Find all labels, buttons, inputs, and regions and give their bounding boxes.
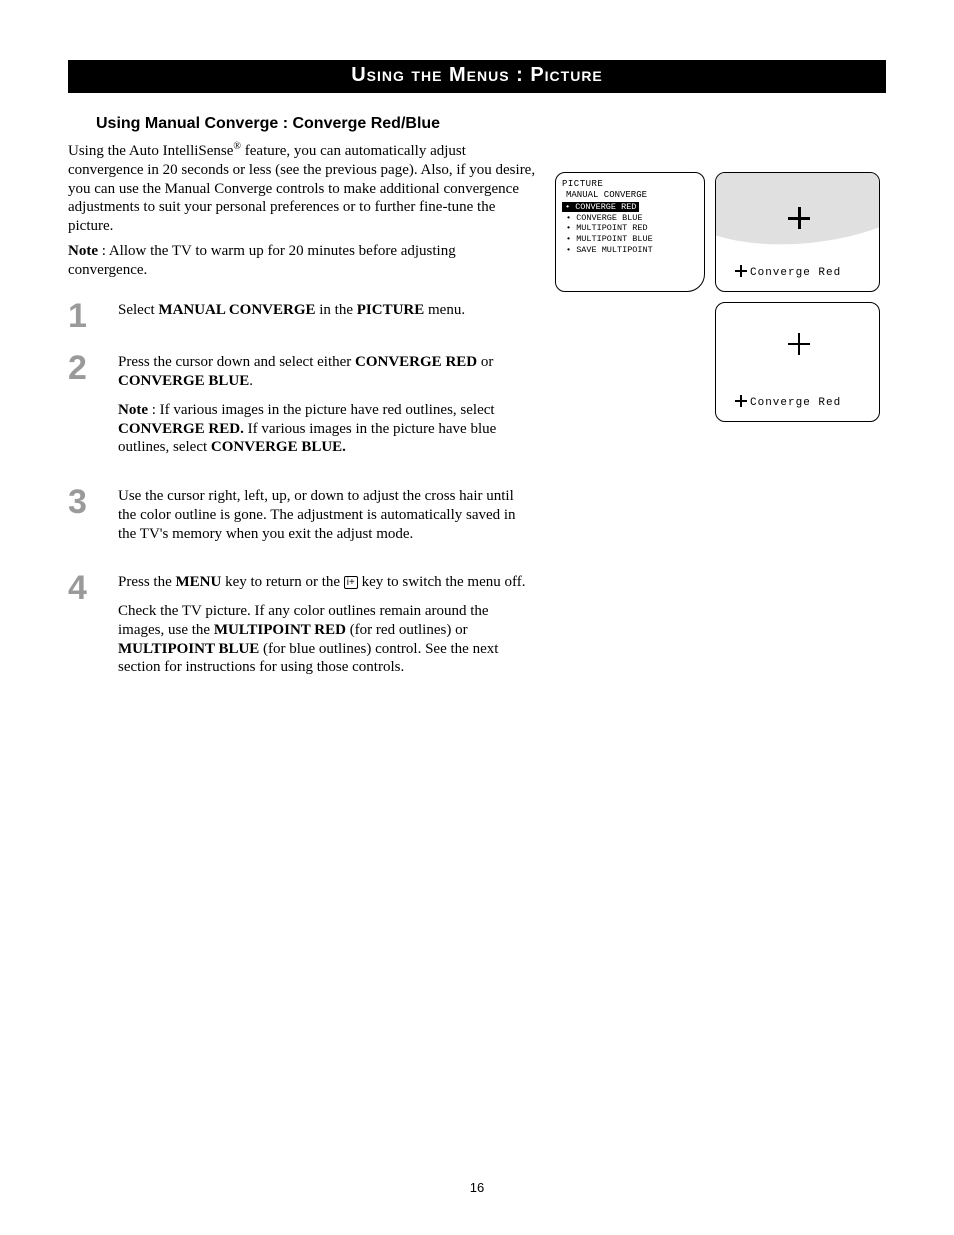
osd-menu-item: • CONVERGE BLUE	[562, 213, 698, 224]
osd-menu-subtitle: MANUAL CONVERGE	[562, 190, 698, 201]
info-key-icon: i+	[344, 576, 358, 589]
step-text: Press the MENU key to return or the i+ k…	[118, 571, 528, 687]
step-text: Select MANUAL CONVERGE in the PICTURE me…	[118, 299, 465, 330]
crosshair-icon	[788, 207, 810, 229]
page-number: 16	[0, 1180, 954, 1195]
step-number: 1	[68, 299, 102, 333]
screen-label: Converge Red	[736, 266, 841, 279]
osd-menu-box: PICTURE MANUAL CONVERGE • CONVERGE RED •…	[555, 172, 705, 292]
steps-list: 1 Select MANUAL CONVERGE in the PICTURE …	[68, 299, 548, 687]
osd-screen-upper: Converge Red	[715, 172, 880, 292]
page-title-bar: Using the Menus : Picture	[68, 60, 886, 93]
mini-crosshair-icon	[736, 266, 746, 276]
osd-menu-title: PICTURE	[562, 179, 698, 190]
step-number: 2	[68, 351, 102, 385]
screen-label: Converge Red	[736, 396, 841, 409]
osd-menu-item: • SAVE MULTIPOINT	[562, 245, 698, 256]
crosshair-icon	[788, 333, 810, 355]
section-heading: Using Manual Converge : Converge Red/Blu…	[96, 115, 886, 133]
step-3: 3 Use the cursor right, left, up, or dow…	[68, 485, 548, 553]
step-number: 3	[68, 485, 102, 519]
osd-menu-item: • MULTIPOINT RED	[562, 223, 698, 234]
intro-text-a: Using the Auto IntelliSense	[68, 143, 233, 159]
note-body: : Allow the TV to warm up for 20 minutes…	[68, 243, 456, 278]
step-4: 4 Press the MENU key to return or the i+…	[68, 571, 548, 687]
note-label: Note	[68, 243, 98, 259]
step-2: 2 Press the cursor down and select eithe…	[68, 351, 548, 467]
step-text: Use the cursor right, left, up, or down …	[118, 485, 528, 553]
mini-crosshair-icon	[736, 396, 746, 406]
diagram-group: PICTURE MANUAL CONVERGE • CONVERGE RED •…	[555, 172, 885, 422]
step-number: 4	[68, 571, 102, 605]
intro-paragraph: Using the Auto IntelliSense® feature, yo…	[68, 141, 538, 236]
page-title: Using the Menus : Picture	[351, 64, 603, 86]
step-text: Press the cursor down and select either …	[118, 351, 528, 467]
intro-note: Note : Allow the TV to warm up for 20 mi…	[68, 242, 538, 280]
osd-highlighted-item: • CONVERGE RED	[562, 202, 639, 213]
registered-mark: ®	[233, 141, 241, 152]
osd-menu-item: • MULTIPOINT BLUE	[562, 234, 698, 245]
step-1: 1 Select MANUAL CONVERGE in the PICTURE …	[68, 299, 548, 333]
osd-screen-lower: Converge Red	[715, 302, 880, 422]
